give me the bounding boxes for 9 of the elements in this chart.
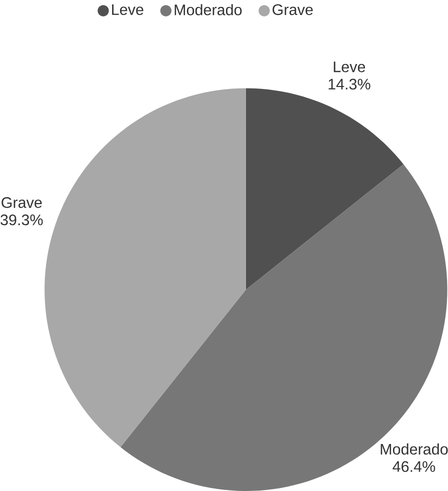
slice-label: Grave (1, 197, 42, 208)
legend-label: Moderado (174, 4, 242, 16)
slice-label: Moderado (380, 443, 448, 455)
legend-label: Leve (112, 4, 144, 16)
legend-label: Grave (272, 4, 313, 16)
data-label: 46.4% (392, 461, 435, 472)
data-label: 14.3% (328, 78, 370, 90)
slice-label: Leve (334, 62, 365, 72)
data-label: 39.3% (0, 214, 43, 226)
